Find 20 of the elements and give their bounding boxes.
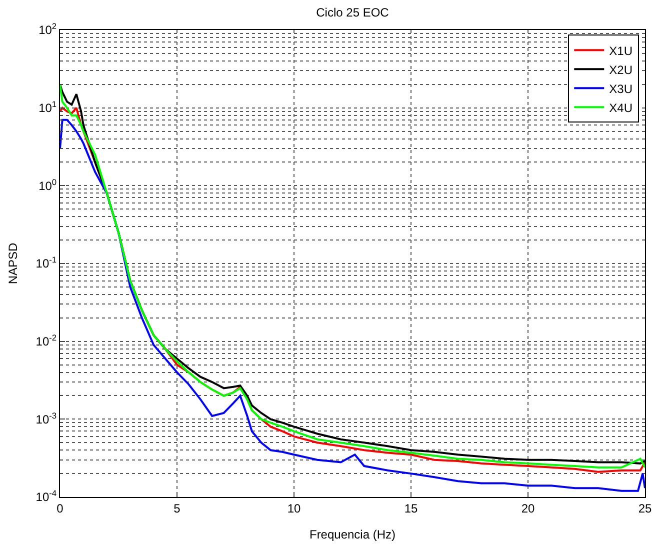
legend-label: X1U	[609, 44, 632, 58]
x-tick-label: 25	[638, 501, 652, 516]
x-axis-title: Frequencia (Hz)	[309, 527, 396, 542]
y-tick-label: 10$^{1}$	[38, 98, 57, 116]
y-tick-label: 10$^{-2}$	[36, 332, 57, 349]
y-tick-label: 10$^{0}$	[38, 176, 57, 193]
y-axis-title: NAPSD	[6, 242, 20, 284]
legend-label: X3U	[609, 82, 632, 96]
legend-label: X4U	[609, 100, 632, 115]
x-tick-label: 10	[287, 501, 301, 516]
chart-title: Ciclo 25 EOC	[316, 6, 390, 20]
y-tick-label: 10$^{-3}$	[36, 410, 57, 426]
y-tick-label: 10$^{-4}$	[36, 488, 57, 504]
y-tick-label: 10$^{2}$	[38, 21, 57, 38]
x-tick-label: 15	[404, 501, 418, 516]
x-tick-label: 5	[174, 501, 181, 516]
legend-label: X2U	[609, 62, 632, 77]
x-tick-label: 0	[56, 501, 64, 516]
y-tick-label: 10$^{-1}$	[36, 254, 57, 271]
x-tick-label: 20	[521, 501, 535, 516]
